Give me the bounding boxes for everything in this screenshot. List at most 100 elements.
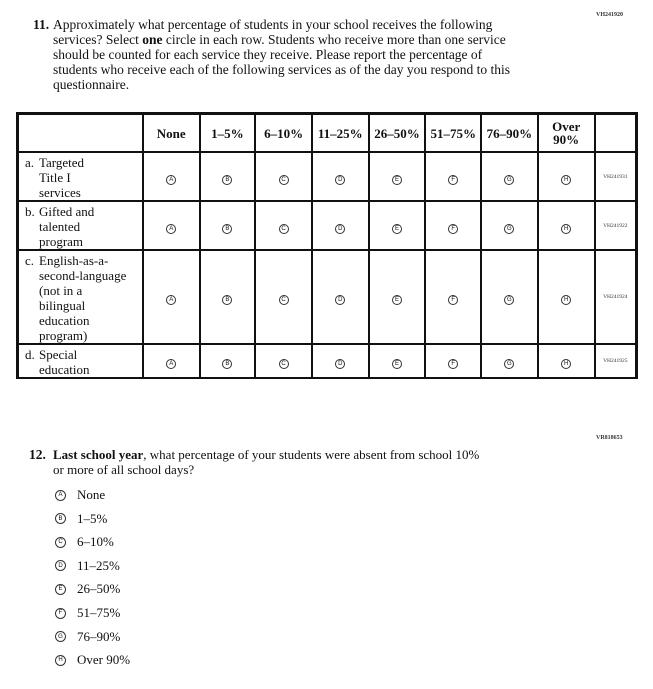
radio-bubble-e[interactable]: E <box>391 359 402 369</box>
radio-bubble-b[interactable]: B <box>55 513 66 525</box>
radio-bubble-d[interactable]: D <box>55 560 66 572</box>
q12-option[interactable]: D 11–25% <box>55 558 120 574</box>
radio-bubble-f[interactable]: F <box>448 295 459 305</box>
row-text: Special education <box>39 347 90 377</box>
answer-cell[interactable]: D <box>310 151 370 202</box>
q12-option[interactable]: F 51–75% <box>55 605 120 621</box>
radio-bubble-h[interactable]: H <box>561 295 572 305</box>
radio-bubble-b[interactable]: B <box>222 359 233 369</box>
radio-bubble-d[interactable]: D <box>335 359 346 369</box>
answer-cell[interactable]: E <box>367 200 427 251</box>
radio-bubble-e[interactable]: E <box>391 295 402 305</box>
q12-number: 12. <box>29 447 46 462</box>
answer-cell[interactable]: H <box>536 151 596 202</box>
row-text-line: education <box>39 362 90 377</box>
radio-bubble-h[interactable]: H <box>561 359 572 369</box>
radio-bubble-c[interactable]: C <box>278 223 289 234</box>
radio-bubble-f[interactable]: F <box>55 607 66 619</box>
row-letter: d. <box>25 347 35 362</box>
radio-bubble-d[interactable]: D <box>335 295 346 305</box>
radio-bubble-e[interactable]: E <box>391 223 402 234</box>
radio-bubble-c[interactable]: C <box>278 174 289 185</box>
answer-cell[interactable]: F <box>424 151 483 202</box>
row-label: b. Gifted and talented program <box>16 200 144 251</box>
radio-bubble-e[interactable]: E <box>391 174 402 185</box>
column-header: 26–50% <box>367 112 427 153</box>
answer-cell[interactable]: B <box>198 343 257 379</box>
answer-cell[interactable]: A <box>141 151 201 202</box>
radio-bubble-f[interactable]: F <box>448 359 459 369</box>
option-label: None <box>77 487 106 502</box>
q12-option[interactable]: H Over 90% <box>55 652 130 668</box>
answer-cell[interactable]: C <box>254 249 313 345</box>
radio-bubble-c[interactable]: C <box>55 536 66 548</box>
answer-cell[interactable]: F <box>424 249 483 345</box>
q12-option[interactable]: A None <box>55 487 105 503</box>
radio-bubble-g[interactable]: G <box>55 631 66 643</box>
row-label: d. Special education <box>16 343 144 379</box>
radio-bubble-h[interactable]: H <box>561 174 572 185</box>
answer-cell[interactable]: A <box>141 249 201 345</box>
answer-cell[interactable]: G <box>480 343 539 379</box>
radio-bubble-b[interactable]: B <box>222 295 233 305</box>
answer-cell[interactable]: G <box>480 200 539 251</box>
radio-bubble-d[interactable]: D <box>335 174 346 185</box>
radio-bubble-f[interactable]: F <box>448 223 459 234</box>
answer-cell[interactable]: C <box>254 343 313 379</box>
column-header: 76–90% <box>480 112 539 153</box>
radio-bubble-a[interactable]: A <box>166 174 177 185</box>
radio-bubble-h[interactable]: H <box>55 654 66 666</box>
q12-option[interactable]: B 1–5% <box>55 511 107 527</box>
answer-cell[interactable]: G <box>480 151 539 202</box>
answer-cell[interactable]: F <box>424 200 483 251</box>
row-text-line: education <box>39 313 90 328</box>
row-text-line: second-language <box>39 268 127 283</box>
q12-option[interactable]: E 26–50% <box>55 581 120 597</box>
answer-cell[interactable]: F <box>424 343 483 379</box>
answer-cell[interactable]: H <box>536 200 596 251</box>
radio-bubble-a[interactable]: A <box>55 489 66 501</box>
radio-bubble-g[interactable]: G <box>504 295 515 305</box>
answer-cell[interactable]: H <box>536 343 596 379</box>
row-text: English-as-a-second-language (not in a bil… <box>39 253 126 343</box>
radio-bubble-h[interactable]: H <box>561 223 572 234</box>
radio-bubble-a[interactable]: A <box>166 359 177 369</box>
row-text: Gifted and talented program <box>39 204 94 249</box>
answer-cell[interactable]: G <box>480 249 539 345</box>
radio-bubble-c[interactable]: C <box>278 359 289 369</box>
q12-option[interactable]: G 76–90% <box>55 629 120 645</box>
radio-bubble-e[interactable]: E <box>55 583 66 595</box>
radio-bubble-d[interactable]: D <box>335 223 346 234</box>
radio-bubble-a[interactable]: A <box>166 223 177 234</box>
answer-cell[interactable]: E <box>367 151 427 202</box>
q12-option[interactable]: C 6–10% <box>55 534 114 550</box>
radio-bubble-f[interactable]: F <box>448 174 459 185</box>
radio-bubble-g[interactable]: G <box>504 359 515 369</box>
row-code: VH241924 <box>593 249 638 345</box>
answer-cell[interactable]: B <box>198 151 257 202</box>
q11-line: should be counted for each service they … <box>53 47 483 62</box>
answer-cell[interactable]: D <box>310 343 370 379</box>
radio-bubble-b[interactable]: B <box>222 223 233 234</box>
answer-cell[interactable]: B <box>198 200 257 251</box>
answer-cell[interactable]: A <box>141 200 201 251</box>
q12-code: VR818653 <box>596 435 623 441</box>
radio-bubble-b[interactable]: B <box>222 174 233 185</box>
answer-cell[interactable]: C <box>254 151 313 202</box>
option-label: 11–25% <box>77 557 120 573</box>
answer-cell[interactable]: H <box>536 249 596 345</box>
answer-cell[interactable]: A <box>141 343 201 379</box>
answer-cell[interactable]: D <box>310 200 370 251</box>
radio-bubble-c[interactable]: C <box>278 295 289 305</box>
row-letter: a. <box>25 155 35 170</box>
answer-cell[interactable]: C <box>254 200 313 251</box>
radio-bubble-g[interactable]: G <box>504 223 515 234</box>
radio-bubble-g[interactable]: G <box>504 174 515 185</box>
answer-cell[interactable]: D <box>310 249 370 345</box>
radio-bubble-a[interactable]: A <box>166 295 177 305</box>
answer-cell[interactable]: E <box>367 249 427 345</box>
answer-cell[interactable]: B <box>198 249 257 345</box>
answer-cell[interactable]: E <box>367 343 427 379</box>
